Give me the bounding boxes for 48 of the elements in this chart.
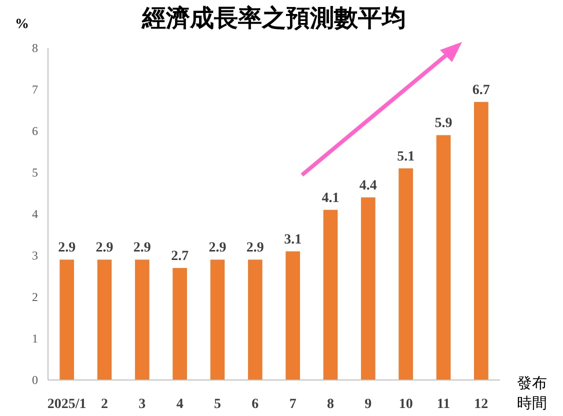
x-tick-label: 6 xyxy=(252,397,259,412)
data-label: 2.9 xyxy=(96,240,114,256)
x-tick-label: 12 xyxy=(474,397,488,412)
data-label: 3.1 xyxy=(284,232,302,248)
x-tick-label: 11 xyxy=(436,397,450,412)
bar xyxy=(361,197,376,380)
data-label: 6.7 xyxy=(472,82,490,98)
data-label: 4.1 xyxy=(322,190,340,206)
bar xyxy=(398,168,413,380)
bar xyxy=(60,260,74,380)
y-axis-title: % xyxy=(15,17,29,32)
bar xyxy=(135,260,150,380)
data-label: 4.4 xyxy=(359,178,377,194)
data-label: 2.9 xyxy=(133,240,151,256)
bar xyxy=(97,260,112,380)
data-label: 5.9 xyxy=(434,116,452,132)
data-label: 2.7 xyxy=(171,248,189,264)
y-tick-label: 7 xyxy=(32,82,38,96)
x-tick-label: 3 xyxy=(138,397,146,412)
data-label: 2.9 xyxy=(246,240,264,256)
x-tick-label: 4 xyxy=(176,397,184,412)
data-label: 2.9 xyxy=(208,240,226,256)
bar xyxy=(210,260,225,380)
x-tick-label: 10 xyxy=(398,397,413,412)
y-tick-label: 0 xyxy=(32,373,38,387)
data-label: 5.1 xyxy=(397,149,415,164)
x-tick-label: 2 xyxy=(101,397,108,412)
bar xyxy=(286,251,300,380)
y-tick-label: 8 xyxy=(32,41,38,55)
x-tick-label: 5 xyxy=(214,397,221,412)
x-tick-label: 8 xyxy=(327,397,334,412)
bar xyxy=(474,102,488,380)
x-tick-label: 9 xyxy=(364,397,372,412)
y-tick-label: 1 xyxy=(32,332,38,346)
y-tick-label: 3 xyxy=(32,248,38,262)
x-tick-label: 2025/1 xyxy=(47,397,86,412)
bar xyxy=(323,210,338,380)
y-tick-label: 6 xyxy=(32,124,38,138)
y-tick-label: 2 xyxy=(32,290,38,304)
bar xyxy=(248,260,262,380)
data-label: 2.9 xyxy=(58,240,76,256)
x-axis-title: 發布時間 xyxy=(517,374,547,412)
bar xyxy=(172,268,187,380)
chart-title: 經濟成長率之預測數平均 xyxy=(141,5,406,32)
bar xyxy=(436,135,451,380)
y-tick-label: 5 xyxy=(32,166,38,180)
x-tick-label: 7 xyxy=(289,397,296,412)
y-tick-label: 4 xyxy=(32,207,38,221)
